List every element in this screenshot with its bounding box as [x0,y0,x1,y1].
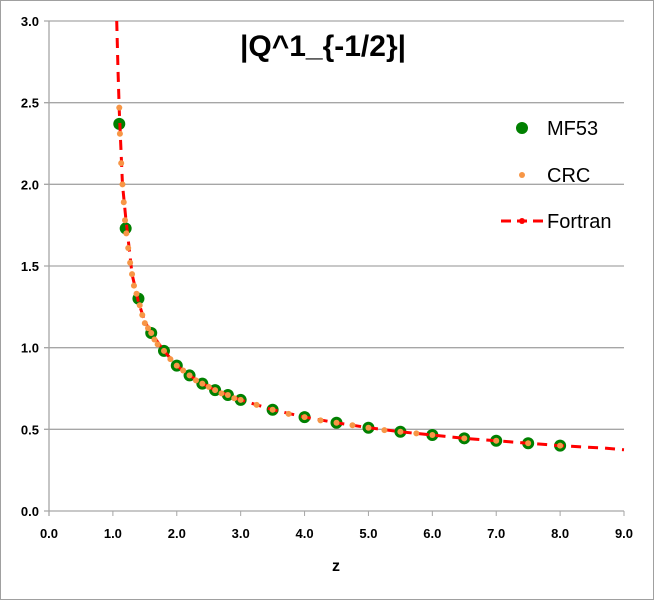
crc-point [397,428,404,435]
x-tick-label: 6.0 [423,526,441,541]
legend-marker-fortran-dot [519,218,525,224]
legend-marker-crc [519,172,525,178]
crc-point [173,362,180,369]
y-tick-label: 3.0 [21,14,39,29]
crc-point [118,160,125,167]
crc-point [557,442,564,449]
crc-point [180,367,187,374]
crc-point [205,383,212,390]
crc-point [154,341,161,348]
x-axis-label: z [332,558,340,575]
crc-point [269,406,276,413]
crc-point [139,312,146,318]
y-tick-label: 1.0 [21,341,39,356]
crc-point [333,419,340,426]
crc-point [141,320,148,327]
crc-point [133,290,140,297]
crc-point [122,217,129,224]
crc-point [253,401,260,408]
x-tick-label: 7.0 [487,526,505,541]
crc-point [461,435,468,442]
legend-label: Fortran [547,211,611,233]
crc-point [525,440,532,447]
legend-marker-mf53 [516,122,528,134]
crc-point [365,424,372,431]
legend-label: MF53 [547,118,598,140]
chart-title: |Q^1_{-1/2}| [240,30,406,63]
crc-point [192,377,199,384]
x-tick-label: 9.0 [615,526,633,541]
crc-point [212,387,219,394]
crc-point [285,410,292,417]
x-tick-label: 4.0 [296,526,314,541]
crc-point [130,282,137,289]
crc-point [186,372,193,379]
crc-point [317,417,324,424]
crc-point [151,336,158,343]
y-tick-label: 1.5 [21,259,39,274]
x-tick-label: 3.0 [232,526,250,541]
crc-point [161,347,167,354]
crc-point [413,430,420,437]
crc-point [148,329,155,336]
x-tick-label: 1.0 [104,526,122,541]
crc-point [429,432,436,439]
crc-point [145,325,152,332]
x-tick-label: 8.0 [551,526,569,541]
x-tick-label: 5.0 [359,526,377,541]
crc-point [125,245,132,252]
crc-point [301,414,308,421]
y-tick-label: 0.0 [21,504,39,519]
y-tick-label: 2.0 [21,177,39,192]
fortran-line [115,20,625,452]
crc-point [199,380,206,387]
y-tick-label: 0.5 [21,422,39,437]
crc-point [127,259,134,266]
crc-point [167,356,174,363]
crc-point [493,437,500,444]
crc-point [116,130,123,137]
crc-point [218,390,225,397]
crc-point [119,181,126,188]
crc-point [381,427,388,434]
crc-point [136,302,143,309]
crc-point [231,395,238,402]
crc-point [116,104,123,111]
crc-point [237,396,244,403]
crc-point [123,230,130,237]
crc-point [120,199,127,206]
x-tick-label: 0.0 [40,526,58,541]
crc-point [224,392,231,399]
crc-point [349,422,356,429]
y-tick-label: 2.5 [21,96,39,111]
legend-label: CRC [547,165,590,187]
crc-point [129,271,136,278]
x-tick-label: 2.0 [168,526,186,541]
